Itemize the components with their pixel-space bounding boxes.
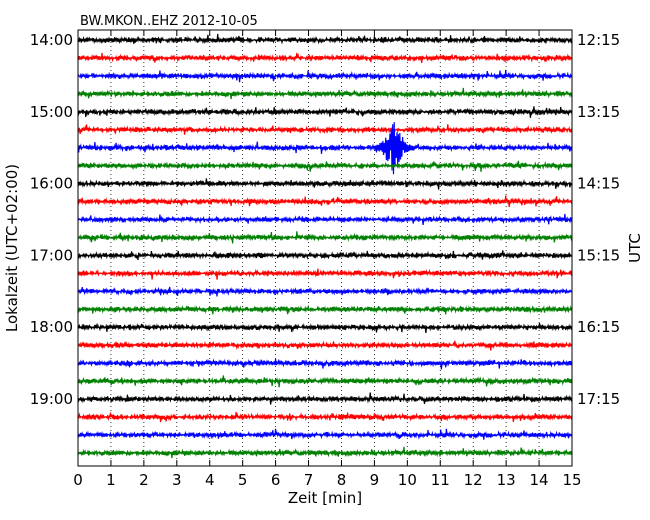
trace-line — [77, 322, 573, 333]
x-tick-label: 15 — [562, 471, 581, 489]
trace-line — [77, 52, 573, 63]
trace-line — [77, 213, 573, 225]
trace-line — [77, 178, 573, 190]
x-tick-label: 4 — [205, 471, 215, 489]
trace-line — [77, 160, 573, 172]
vertical-gridlines — [110, 30, 540, 466]
trace-line — [77, 106, 573, 118]
x-tick-label: 11 — [431, 471, 450, 489]
plot-frame — [77, 29, 573, 467]
trace-line — [77, 411, 573, 423]
trace-line — [77, 358, 573, 370]
right-tick-label: 16:15 — [577, 318, 620, 336]
x-tick-label: 14 — [530, 471, 549, 489]
trace-line — [77, 286, 573, 297]
x-tick-label: 7 — [304, 471, 314, 489]
x-tick-label: 10 — [398, 471, 417, 489]
left-axis-ticks: 14:00 15:00 16:00 17:00 18:00 19:00 — [30, 31, 84, 408]
right-tick-label: 14:15 — [577, 175, 620, 193]
trace-line — [77, 340, 573, 351]
trace-line — [77, 250, 573, 261]
x-tick-label: 6 — [271, 471, 281, 489]
trace-line — [77, 33, 573, 45]
x-tick-label: 3 — [172, 471, 182, 489]
x-tick-label: 1 — [106, 471, 116, 489]
trace-line — [77, 69, 573, 83]
trace-line — [77, 195, 573, 208]
x-tick-label: 0 — [73, 471, 83, 489]
left-tick-label: 17:00 — [30, 246, 73, 264]
x-tick-label: 5 — [238, 471, 248, 489]
seismic-traces — [77, 33, 573, 459]
left-tick-label: 15:00 — [30, 103, 73, 121]
trace-line — [77, 428, 573, 440]
trace-line — [77, 268, 573, 280]
right-axis-ticks: 12:15 13:15 14:15 15:15 16:15 17:15 — [566, 31, 620, 408]
x-tick-label: 8 — [337, 471, 347, 489]
right-axis-label: UTC — [626, 233, 644, 263]
x-tick-label: 2 — [139, 471, 149, 489]
x-axis-ticks: 0 1 2 3 4 5 6 7 8 9 10 11 12 13 14 15 — [73, 30, 582, 489]
trace-line — [77, 392, 573, 405]
right-tick-label: 12:15 — [577, 31, 620, 49]
left-tick-label: 16:00 — [30, 175, 73, 193]
left-tick-label: 18:00 — [30, 318, 73, 336]
trace-line — [77, 446, 573, 459]
right-tick-label: 13:15 — [577, 103, 620, 121]
trace-line — [77, 304, 573, 315]
x-tick-label: 12 — [464, 471, 483, 489]
trace-line — [77, 231, 573, 244]
x-axis-label: Zeit [min] — [288, 489, 362, 507]
left-axis-label: Lokalzeit (UTC+02:00) — [3, 164, 21, 332]
trace-line — [77, 375, 573, 388]
trace-line — [77, 87, 573, 100]
x-tick-label: 9 — [370, 471, 380, 489]
right-tick-label: 15:15 — [577, 246, 620, 264]
trace-line — [77, 122, 573, 175]
chart-title: BW.MKON..EHZ 2012-10-05 — [80, 14, 258, 29]
left-tick-label: 14:00 — [30, 31, 73, 49]
left-tick-label: 19:00 — [30, 390, 73, 408]
trace-line — [77, 124, 573, 135]
x-tick-label: 13 — [497, 471, 516, 489]
right-tick-label: 17:15 — [577, 390, 620, 408]
